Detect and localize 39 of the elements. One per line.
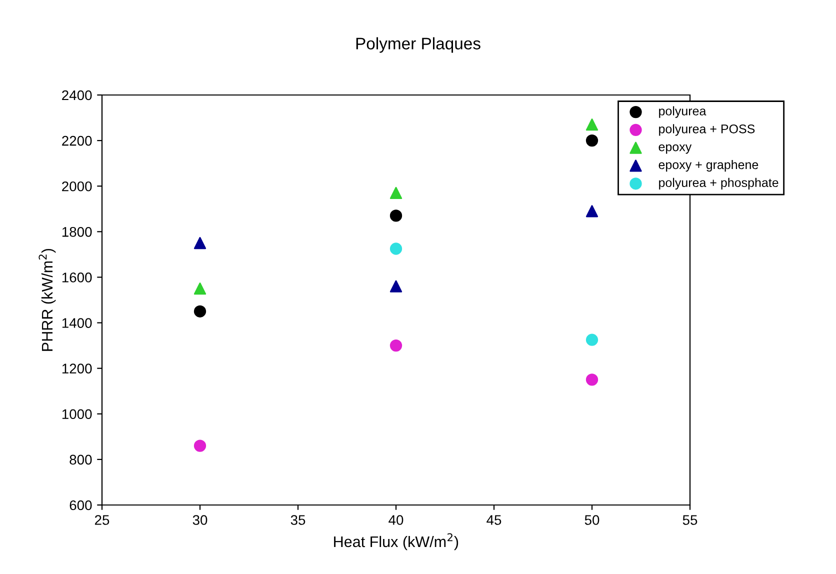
x-tick-label: 40 [388,515,404,525]
point [194,236,206,250]
legend-label: epoxy [658,144,692,154]
x-tick-label: 50 [584,515,600,525]
y-tick-label: 2000 [62,181,92,192]
y-tick-label: 2400 [62,90,92,100]
legend-label: polyurea + phosphate [659,178,778,190]
point [194,305,206,318]
y-tick-label: 800 [70,454,92,465]
x-axis-title: Heat Flux (kW/m$^{2}$) [334,533,458,550]
point [390,210,402,222]
point [586,134,598,147]
y-axis-title: PHRR (kW/m$^{2}$) [38,248,56,351]
x-tick-label: 25 [94,515,110,525]
point [194,440,206,452]
legend-label: polyurea [659,106,706,118]
y-tick-label: 1000 [62,409,92,420]
point [390,186,402,200]
point [586,205,598,218]
y-tick-label: 1600 [62,272,92,282]
y-tick-label: 2200 [62,136,92,146]
point [586,118,598,131]
point [390,339,402,352]
legend-label: polyurea + POSS [659,124,755,136]
point [194,282,206,295]
point [586,334,598,346]
x-tick-label: 45 [486,515,502,525]
legend-label: epoxy + graphene [658,160,758,172]
y-tick-label: 1800 [62,227,92,237]
x-tick-label: 55 [682,515,698,525]
x-tick-label: 30 [192,515,208,525]
y-tick-label: 1400 [62,318,92,328]
y-tick-label: 600 [70,500,92,510]
point [586,374,598,386]
y-tick-label: 1200 [62,364,92,374]
point [390,280,402,292]
point [390,242,402,255]
x-tick-label: 35 [290,515,306,525]
chart-title: Polymer Plaques [356,37,480,53]
